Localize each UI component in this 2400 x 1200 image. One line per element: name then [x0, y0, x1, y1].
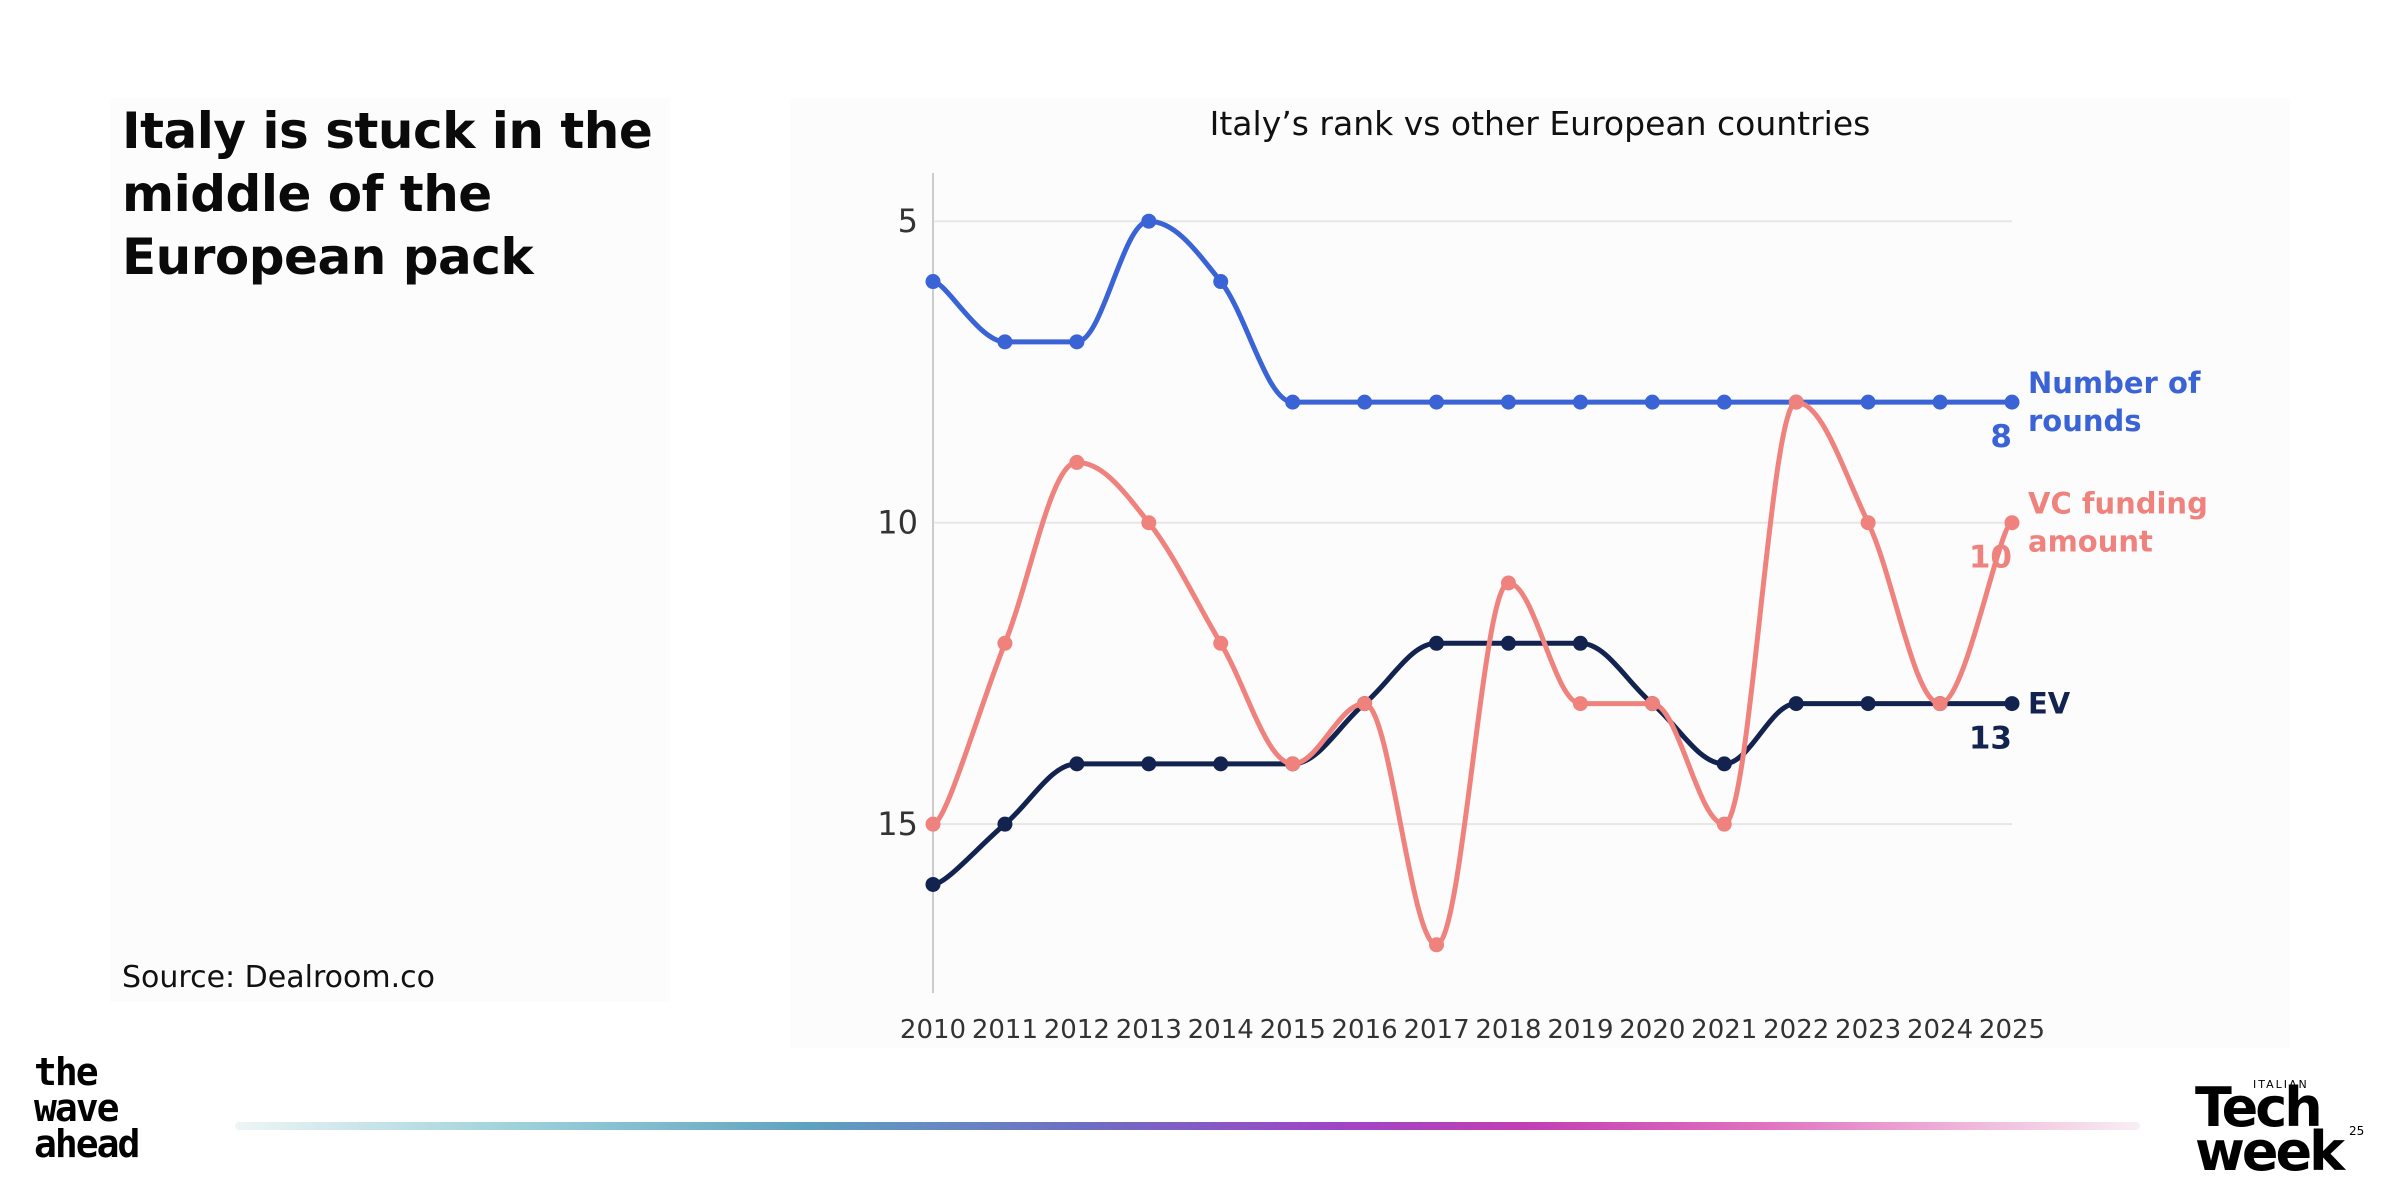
tech-week-logo: ITALIAN Tech week 25	[2195, 1076, 2385, 1186]
data-point-funding-2018	[1500, 575, 1516, 591]
series-label-ev-0: EV	[2028, 687, 2071, 721]
data-point-ev-2025	[2004, 696, 2020, 712]
logo-tech: Tech	[2195, 1076, 2323, 1139]
data-point-funding-2021	[1716, 816, 1732, 832]
x-tick-label-2018: 2018	[1475, 1015, 1541, 1045]
footer-gradient-line	[235, 1122, 2140, 1130]
x-tick-label-2020: 2020	[1619, 1015, 1685, 1045]
y-tick-label-15: 15	[877, 805, 918, 843]
data-point-ev-2011	[997, 816, 1013, 832]
logo-word-1: the	[34, 1050, 99, 1094]
logo-week: week	[2195, 1120, 2345, 1183]
x-tick-label-2017: 2017	[1403, 1015, 1469, 1045]
data-point-funding-2012	[1069, 454, 1085, 470]
data-point-rounds-2025	[2004, 394, 2020, 410]
x-tick-label-2012: 2012	[1044, 1015, 1110, 1045]
series-label-funding-1: amount	[2028, 525, 2153, 559]
data-point-rounds-2011	[997, 334, 1013, 350]
data-point-ev-2012	[1069, 756, 1085, 772]
series-line-ev	[930, 640, 2015, 887]
data-point-ev-2019	[1572, 635, 1588, 651]
data-point-rounds-2023	[1860, 394, 1876, 410]
data-point-funding-2011	[997, 635, 1013, 651]
x-tick-label-2016: 2016	[1332, 1015, 1398, 1045]
data-point-ev-2017	[1429, 635, 1445, 651]
x-tick-label-2022: 2022	[1763, 1015, 1829, 1045]
logo-number: 25	[2349, 1124, 2365, 1138]
data-point-ev-2021	[1716, 756, 1732, 772]
data-point-ev-2018	[1500, 635, 1516, 651]
x-tick-label-2011: 2011	[972, 1015, 1038, 1045]
data-point-rounds-2018	[1500, 394, 1516, 410]
data-point-ev-2022	[1788, 696, 1804, 712]
end-value-ev: 13	[1969, 721, 2012, 757]
series-label-rounds-0: Number of	[2028, 366, 2201, 400]
data-point-funding-2010	[925, 816, 941, 832]
data-point-ev-2023	[1860, 696, 1876, 712]
series-line-rounds	[930, 218, 2015, 405]
series-line-funding	[930, 399, 2015, 948]
data-point-funding-2013	[1141, 515, 1157, 531]
chart-panel: Italy’s rank vs other European countries…	[790, 98, 2290, 1048]
x-tick-label-2024: 2024	[1907, 1015, 1973, 1045]
data-point-rounds-2012	[1069, 334, 1085, 350]
x-tick-label-2019: 2019	[1547, 1015, 1613, 1045]
x-tick-label-2021: 2021	[1691, 1015, 1757, 1045]
data-point-funding-2025	[2004, 515, 2020, 531]
data-point-funding-2024	[1932, 696, 1948, 712]
end-value-rounds: 8	[1990, 419, 2012, 455]
left-panel	[110, 98, 670, 1002]
data-point-funding-2016	[1357, 696, 1373, 712]
x-tick-label-2015: 2015	[1260, 1015, 1326, 1045]
data-point-funding-2020	[1644, 696, 1660, 712]
series-label-rounds-1: rounds	[2028, 404, 2142, 438]
chart-title: Italy’s rank vs other European countries	[1210, 104, 1871, 143]
data-point-funding-2015	[1285, 756, 1301, 772]
data-point-funding-2017	[1429, 937, 1445, 953]
data-point-rounds-2014	[1213, 274, 1229, 290]
data-point-funding-2019	[1572, 696, 1588, 712]
data-point-ev-2010	[925, 876, 941, 892]
page-title: Italy is stuck in the middle of the Euro…	[122, 102, 653, 286]
logo-word-2: wave	[34, 1086, 120, 1130]
series-label-funding-0: VC funding	[2028, 487, 2208, 521]
the-wave-ahead-logo: the wave ahead	[34, 1050, 140, 1166]
data-point-rounds-2021	[1716, 394, 1732, 410]
data-point-rounds-2020	[1644, 394, 1660, 410]
data-point-rounds-2016	[1357, 394, 1373, 410]
y-tick-label-5: 5	[898, 202, 918, 240]
data-point-rounds-2015	[1285, 394, 1301, 410]
data-point-ev-2013	[1141, 756, 1157, 772]
end-value-funding: 10	[1969, 540, 2012, 576]
x-tick-label-2025: 2025	[1979, 1015, 2045, 1045]
logo-word-3: ahead	[34, 1122, 140, 1166]
data-point-rounds-2010	[925, 274, 941, 290]
data-point-rounds-2017	[1429, 394, 1445, 410]
data-point-rounds-2013	[1141, 213, 1157, 229]
logo-italian: ITALIAN	[2253, 1078, 2309, 1091]
source-note: Source: Dealroom.co	[122, 960, 435, 995]
data-point-rounds-2019	[1572, 394, 1588, 410]
x-tick-label-2010: 2010	[900, 1015, 966, 1045]
data-point-funding-2022	[1788, 394, 1804, 410]
rank-line-chart: Italy’s rank vs other European countries…	[877, 104, 2208, 1045]
data-point-rounds-2024	[1932, 394, 1948, 410]
x-tick-label-2023: 2023	[1835, 1015, 1901, 1045]
data-point-ev-2014	[1213, 756, 1229, 772]
y-tick-label-10: 10	[877, 504, 918, 542]
data-point-funding-2014	[1213, 635, 1229, 651]
x-tick-label-2013: 2013	[1116, 1015, 1182, 1045]
x-tick-label-2014: 2014	[1188, 1015, 1254, 1045]
data-point-funding-2023	[1860, 515, 1876, 531]
